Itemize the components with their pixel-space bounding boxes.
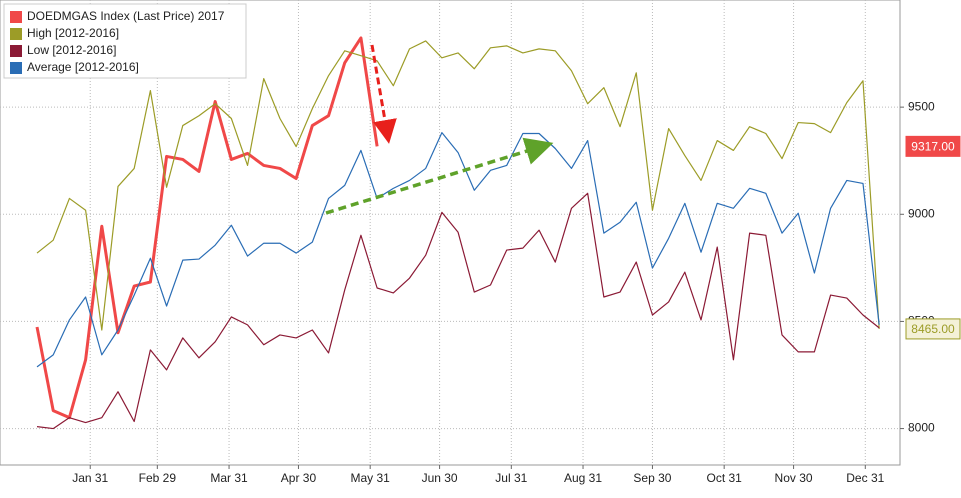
legend-label: High [2012-2016] <box>27 26 119 40</box>
series-line <box>36 192 880 430</box>
x-tick-label: Dec 31 <box>846 471 884 485</box>
y-tick-label: 8000 <box>908 421 935 435</box>
x-tick-label: Nov 30 <box>775 471 813 485</box>
x-tick-label: Jan 31 <box>72 471 108 485</box>
legend-label: Low [2012-2016] <box>27 43 116 57</box>
legend-swatch <box>10 62 22 74</box>
legend-swatch <box>10 45 22 57</box>
value-label-box <box>905 318 961 340</box>
legend-label: Average [2012-2016] <box>27 60 139 74</box>
x-tick-label: Oct 31 <box>706 471 742 485</box>
up-arrow <box>325 137 554 215</box>
lines <box>35 36 880 430</box>
x-tick-label: Apr 30 <box>281 471 317 485</box>
y-tick-label: 9000 <box>908 206 935 220</box>
legend-label: DOEDMGAS Index (Last Price) 2017 <box>27 9 225 23</box>
series-line <box>35 36 379 420</box>
x-tick-label: Sep 30 <box>633 471 671 485</box>
x-tick-label: Jul 31 <box>495 471 527 485</box>
y-tick-label: 9500 <box>908 99 935 113</box>
legend: DOEDMGAS Index (Last Price) 2017 High [20… <box>3 3 247 79</box>
series-line <box>36 132 880 368</box>
grid <box>0 0 900 465</box>
legend-swatch <box>10 11 22 23</box>
legend-box <box>3 3 247 79</box>
series-line <box>36 40 880 331</box>
value-label-box <box>905 135 961 157</box>
x-tick-label: May 31 <box>351 471 391 485</box>
value-label: 9317.00 <box>911 140 955 154</box>
down-arrow <box>370 44 397 144</box>
x-tick-label: Feb 29 <box>139 471 177 485</box>
legend-swatch <box>10 28 22 40</box>
x-tick-label: Aug 31 <box>564 471 602 485</box>
value-label: 8465.00 <box>911 322 955 336</box>
x-tick-label: Jun 30 <box>422 471 458 485</box>
x-tick-label: Mar 31 <box>210 471 248 485</box>
